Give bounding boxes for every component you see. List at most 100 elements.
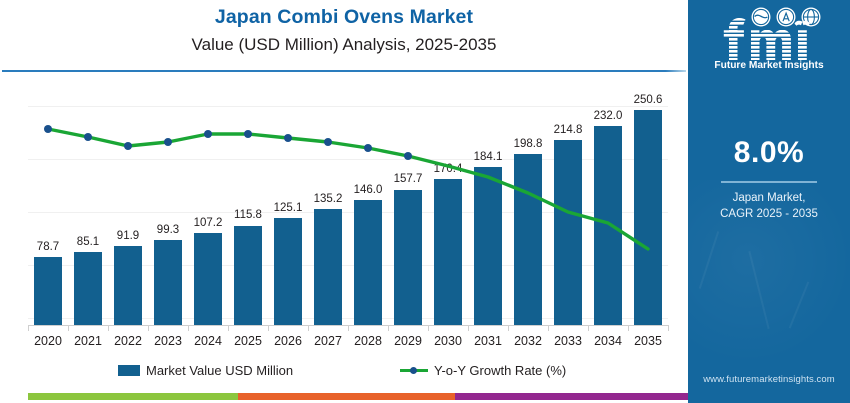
x-tick-2 [108, 325, 109, 331]
bar-2035[interactable] [634, 109, 662, 325]
x-axis-label-2033: 2033 [554, 334, 582, 348]
bar-2032[interactable] [514, 154, 542, 325]
growth-marker-2027[interactable] [324, 138, 332, 146]
bar-value-label-2021: 85.1 [76, 235, 100, 248]
x-tick-9 [388, 325, 389, 331]
legend-item-line[interactable]: Y-o-Y Growth Rate (%) [400, 363, 566, 378]
bar-2028[interactable] [354, 199, 382, 325]
bar-value-label-2034: 232.0 [593, 109, 623, 122]
bar-2022[interactable] [114, 246, 142, 325]
growth-line-path [46, 127, 650, 251]
bar-value-label-2022: 91.9 [116, 230, 140, 243]
bar-value-label-2024: 107.2 [193, 216, 223, 229]
growth-marker-2028[interactable] [364, 144, 372, 152]
x-tick-1 [68, 325, 69, 331]
bar-2020[interactable] [34, 257, 62, 325]
growth-line-svg [44, 125, 650, 251]
bar-2023[interactable] [154, 239, 182, 325]
website-url[interactable]: www.futuremarketinsights.com [703, 374, 835, 385]
sidebar-texture-3 [788, 281, 810, 329]
x-tick-8 [348, 325, 349, 331]
growth-line-series [28, 88, 668, 325]
bar-value-label-2023: 99.3 [156, 223, 180, 236]
x-axis-label-2026: 2026 [274, 334, 302, 348]
bar-value-label-2020: 78.7 [36, 241, 60, 254]
bar-value-label-2028: 146.0 [353, 183, 383, 196]
x-axis-label-2022: 2022 [114, 334, 142, 348]
footer-strip-orange [238, 393, 455, 400]
x-tick-15 [628, 325, 629, 331]
cagr-caption-line2: CAGR 2025 - 2035 [720, 208, 818, 220]
growth-marker-2025[interactable] [244, 130, 252, 138]
gridline-0 [28, 106, 668, 107]
bar-value-label-2027: 135.2 [313, 192, 343, 205]
bar-value-label-2032: 198.8 [513, 138, 543, 151]
x-tick-0 [28, 325, 29, 331]
x-axis-label-2025: 2025 [234, 334, 262, 348]
header-divider [2, 70, 686, 72]
page-subtitle: Value (USD Million) Analysis, 2025-2035 [191, 35, 497, 54]
bar-2027[interactable] [314, 208, 342, 325]
legend-item-bar[interactable]: Market Value USD Million [118, 363, 293, 378]
cagr-value: 8.0% [733, 136, 805, 169]
bar-value-label-2026: 125.1 [273, 201, 303, 214]
bar-2033[interactable] [554, 140, 582, 325]
x-tick-5 [228, 325, 229, 331]
bar-value-label-2033: 214.8 [553, 124, 583, 137]
growth-marker-2026[interactable] [284, 134, 292, 142]
x-axis-label-2034: 2034 [594, 334, 622, 348]
x-tick-4 [188, 325, 189, 331]
chart-legend: Market Value USD Million Y-o-Y Growth Ra… [0, 363, 688, 385]
gridline-1 [28, 159, 668, 160]
bar-2025[interactable] [234, 225, 262, 325]
x-axis-label-2027: 2027 [314, 334, 342, 348]
bar-2034[interactable] [594, 125, 622, 325]
legend-bar-swatch-icon [118, 365, 140, 376]
x-tick-7 [308, 325, 309, 331]
bar-2030[interactable] [434, 178, 462, 325]
chart-gridlines [28, 88, 668, 325]
x-tick-6 [268, 325, 269, 331]
x-tick-11 [468, 325, 469, 331]
x-axis-label-2023: 2023 [154, 334, 182, 348]
x-axis-label-2021: 2021 [74, 334, 102, 348]
footer-strip-purple [455, 393, 688, 400]
page-title: Japan Combi Ovens Market [214, 6, 474, 28]
x-tick-3 [148, 325, 149, 331]
growth-marker-2020[interactable] [44, 125, 52, 133]
growth-marker-2021[interactable] [84, 133, 92, 141]
bar-2029[interactable] [394, 189, 422, 325]
growth-marker-2022[interactable] [124, 142, 132, 150]
gridline-2 [28, 212, 668, 213]
bar-2031[interactable] [474, 166, 502, 325]
x-axis-label-2029: 2029 [394, 334, 422, 348]
x-tick-12 [508, 325, 509, 331]
x-axis-label-2030: 2030 [434, 334, 462, 348]
legend-line-label: Y-o-Y Growth Rate (%) [434, 363, 567, 378]
x-tick-10 [428, 325, 429, 331]
x-axis-label-2031: 2031 [474, 334, 502, 348]
gridline-4 [28, 318, 668, 319]
bar-value-label-2029: 157.7 [393, 173, 423, 186]
cagr-divider [721, 181, 817, 183]
legend-line-swatch-icon [400, 365, 428, 376]
bar-2026[interactable] [274, 217, 302, 325]
sidebar-texture-2 [748, 250, 770, 330]
legend-bar-label: Market Value USD Million [146, 363, 294, 378]
growth-marker-2023[interactable] [164, 138, 172, 146]
x-tick-13 [548, 325, 549, 331]
fmi-logo-icon: Future Market Insights [714, 7, 824, 70]
brand-sidebar: Future Market Insights 8.0% Japan Market… [688, 0, 850, 403]
gridline-3 [28, 265, 668, 266]
x-axis-label-2032: 2032 [514, 334, 542, 348]
bar-2024[interactable] [194, 232, 222, 325]
bar-series: 78.7 85.1 91.9 99.3 107.2 115.8 125.1 135.2 146.… [28, 88, 668, 325]
bar-value-label-2035: 250.6 [633, 93, 663, 106]
x-axis-label-2020: 2020 [34, 334, 62, 348]
bar-2021[interactable] [74, 251, 102, 325]
growth-marker-2029[interactable] [404, 152, 412, 160]
x-axis-label-2024: 2024 [194, 334, 222, 348]
growth-marker-2024[interactable] [204, 130, 212, 138]
x-tick-14 [588, 325, 589, 331]
